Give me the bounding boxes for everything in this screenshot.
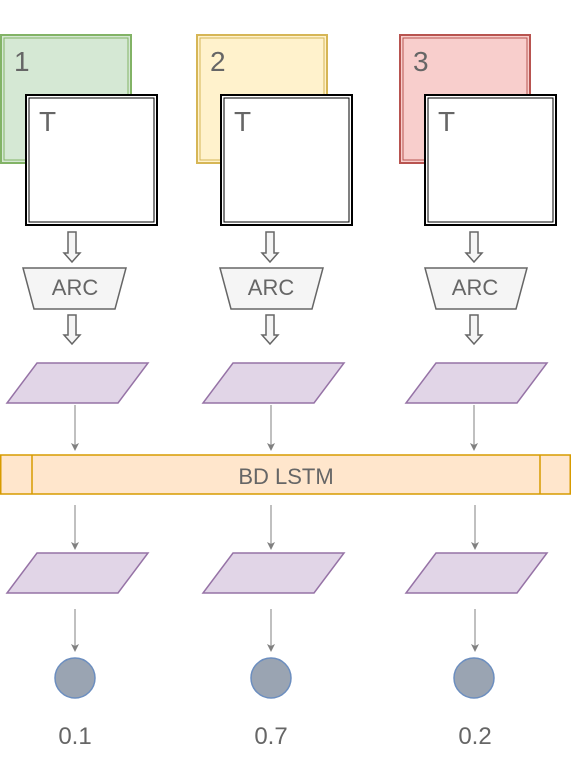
column-number-2: 2 (210, 46, 226, 77)
arc-block-2 (219, 267, 324, 310)
column-number-3: 3 (413, 46, 429, 77)
score-3: 0.2 (458, 723, 491, 750)
column-2: 2 T ARC 0.7 (196, 34, 353, 750)
arc-label-1: ARC (52, 275, 99, 300)
front-card-label-2: T (234, 106, 251, 137)
front-card-label-3: T (438, 106, 455, 137)
feature-parallelogram-1 (5, 362, 150, 404)
output-node-3 (453, 657, 495, 699)
hollow-arrow-3a (464, 231, 484, 264)
lstm-bar (0, 454, 571, 495)
output-parallelogram-1 (5, 552, 150, 594)
score-2: 0.7 (254, 723, 287, 750)
output-node-1 (54, 657, 96, 699)
column-1: 1 T ARC 0.1 (0, 34, 158, 750)
input-card-front-2 (220, 94, 353, 226)
front-card-label-1: T (39, 106, 56, 137)
output-node-2 (250, 657, 292, 699)
output-parallelogram-3 (404, 552, 549, 594)
input-card-front-3 (424, 94, 557, 226)
hollow-arrow-1a (62, 231, 82, 264)
feature-parallelogram-3 (404, 362, 549, 404)
input-card-front-inner-1 (28, 97, 155, 223)
hollow-arrow-2b (260, 314, 280, 346)
input-card-front-1 (25, 94, 158, 226)
lstm-label: BD LSTM (238, 464, 333, 489)
column-3: 3 T ARC 0.2 (399, 34, 557, 750)
column-number-1: 1 (14, 46, 30, 77)
feature-parallelogram-2 (201, 362, 346, 404)
arc-block-1 (22, 267, 127, 310)
hollow-arrow-3b (464, 314, 484, 346)
arc-label-2: ARC (248, 275, 295, 300)
bd-lstm-layer: BD LSTM (0, 454, 571, 495)
arc-label-3: ARC (452, 275, 499, 300)
output-parallelogram-2 (201, 552, 346, 594)
hollow-arrow-2a (260, 231, 280, 264)
input-card-front-inner-2 (223, 97, 350, 223)
score-1: 0.1 (58, 723, 91, 750)
input-card-front-inner-3 (427, 97, 554, 223)
arc-block-3 (424, 267, 528, 310)
hollow-arrow-1b (62, 314, 82, 346)
